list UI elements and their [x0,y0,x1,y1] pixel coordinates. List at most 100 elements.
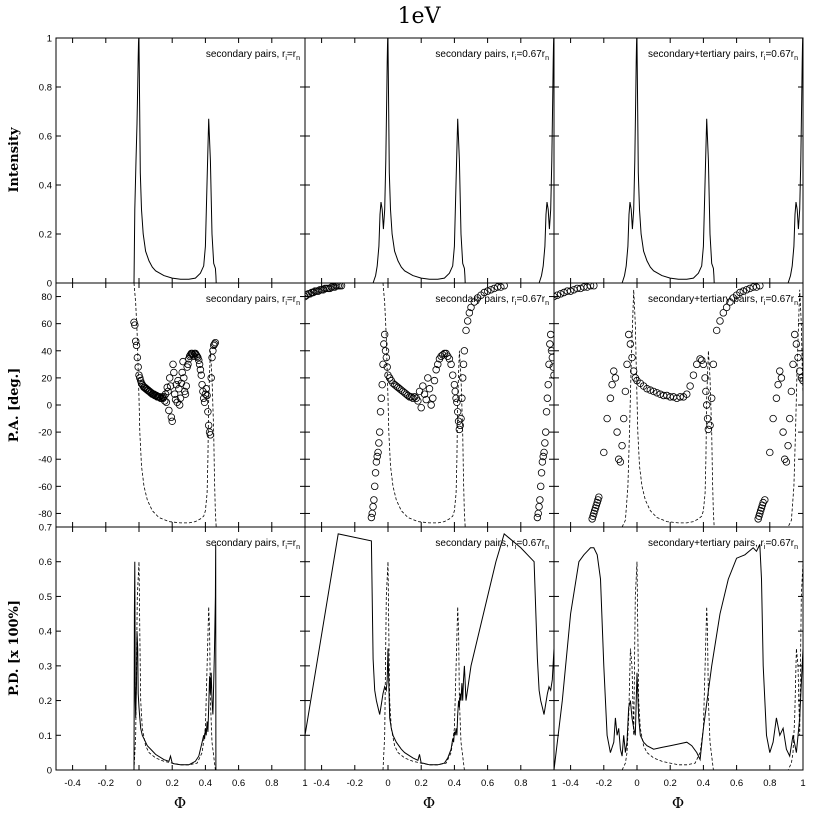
data-point [772,394,781,402]
data-point [646,386,654,394]
y-tick-label: 0.4 [39,627,52,638]
panel-frame [55,526,306,771]
data-point [603,414,611,423]
data-point [170,368,178,377]
solid-line-series [305,533,554,766]
data-point [373,452,381,461]
dashed-line-series [382,283,466,527]
x-tick-label: -0.4 [64,778,80,789]
data-point [457,414,465,423]
data-point [378,380,386,389]
data-point [381,347,390,355]
data-point [417,404,425,412]
data-point [439,351,447,359]
data-point [453,398,461,406]
x-axis-label-col-1: Φ [174,794,186,812]
y-tick-label: 0 [47,766,52,777]
y-tick-label: 60 [41,319,52,330]
data-point [586,283,595,290]
data-point [374,448,382,457]
data-point [172,380,181,389]
y-tick-label: 0 [47,401,52,412]
circle-series [305,283,554,522]
data-point [168,417,176,425]
y-tick-label: 20 [41,373,52,384]
data-point [377,394,386,402]
data-point [537,482,545,491]
data-point [556,290,565,298]
y-tick-label: 0.6 [39,132,52,143]
data-point [447,360,455,369]
solid-line-series [56,38,305,283]
data-point [368,509,376,518]
data-point [180,374,188,382]
x-tick-label: -0.2 [596,778,612,789]
data-point [550,371,554,379]
solid-line-series [305,38,554,283]
data-point [545,360,553,369]
data-point [204,408,212,416]
data-point [371,482,379,491]
data-point [541,439,549,447]
data-point [193,352,201,360]
data-point [777,374,786,382]
data-point [686,382,694,390]
data-point [210,340,219,348]
dashed-line-series [621,561,803,770]
x-tick-label: 0.8 [763,778,776,789]
x-tick-label: -0.2 [347,778,363,789]
data-point [703,414,712,423]
data-point [452,394,460,402]
x-tick-label: 1 [302,778,307,789]
data-point [546,340,554,348]
data-point [162,398,171,406]
data-point [739,287,747,295]
data-point [459,374,467,382]
data-point [544,380,552,389]
data-point [375,439,383,447]
x-tick-label: 0.2 [166,778,179,789]
data-point [203,391,211,400]
data-point [337,283,346,290]
data-point [451,387,459,396]
y-axis-label-pd: P.D. [x 100%] [7,600,22,696]
data-point [799,376,803,385]
data-point [450,380,459,389]
data-point [166,382,175,390]
data-point [649,387,658,396]
y-tick-label: 1 [47,34,52,45]
data-point [704,425,713,434]
data-point [454,408,462,416]
data-point [539,452,547,461]
data-point [184,360,192,369]
panel-label: secondary pairs, ri=0.67rn [435,538,549,551]
y-tick-label: 40 [41,346,52,357]
panel-label: secondary+tertiary pairs, ri=0.67rn [648,538,798,551]
dashed-line-series [133,561,216,770]
data-point [181,390,190,398]
data-point [198,380,206,389]
data-point [797,374,803,382]
y-tick-label: 0.6 [39,557,52,568]
data-point [376,408,385,416]
data-point [786,414,794,423]
data-point [414,397,422,405]
y-tick-label: 0.5 [39,592,52,603]
panel-frame [553,526,804,771]
x-tick-label: 0 [385,778,390,789]
data-point [606,394,615,402]
panel-label: secondary pairs, ri=0.67rn [435,49,549,62]
panel-label: secondary pairs, ri=rn [206,294,300,307]
data-point [549,363,554,371]
data-point [195,356,203,364]
data-point [454,417,463,425]
data-point [133,353,142,362]
y-tick-label: 0.2 [39,696,52,707]
data-point [716,317,724,325]
data-point [789,360,797,369]
data-point [425,385,434,393]
y-tick-label: -40 [38,455,52,466]
data-point [536,496,544,504]
data-point [540,448,548,457]
